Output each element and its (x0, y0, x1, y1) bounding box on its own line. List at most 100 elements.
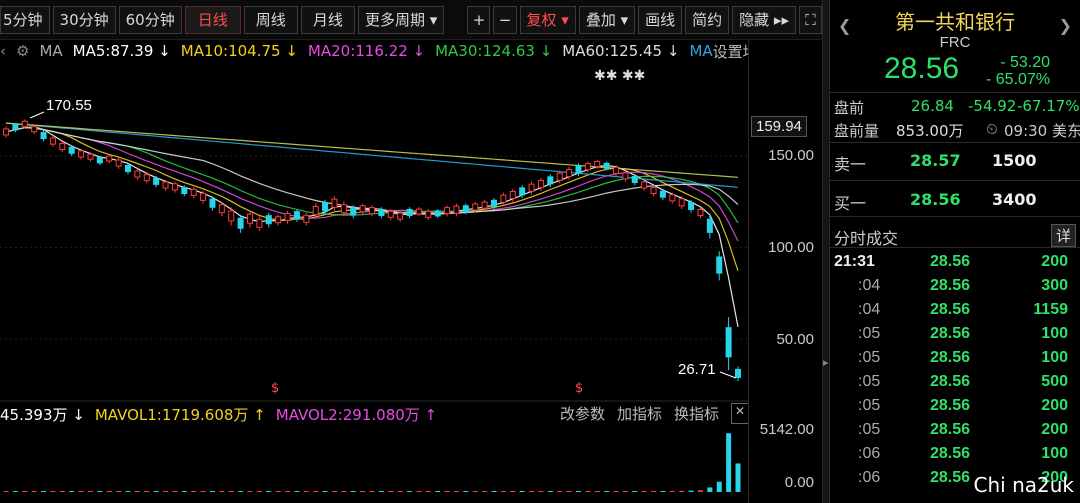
volume-bar (641, 491, 647, 492)
candle (265, 215, 272, 225)
bid1-row[interactable]: 买一 28.56 3400 (834, 190, 1037, 214)
volume-bar (547, 491, 553, 492)
clock-icon: ⏲ (986, 120, 998, 138)
period-weekly-button[interactable]: 周线 (243, 5, 298, 34)
simple-mode-button[interactable]: 简约 (685, 5, 730, 34)
volume-bar (256, 491, 262, 492)
candle (87, 153, 94, 160)
overlay-dropdown[interactable]: 叠加 ▾ (578, 5, 636, 34)
stock-code: FRC (939, 34, 971, 51)
zoom-in-button[interactable]: + (467, 5, 491, 34)
volume-bar (106, 491, 112, 492)
expand-icon[interactable]: ▸ (823, 357, 829, 369)
volume-bar (726, 433, 732, 492)
candle (331, 198, 338, 208)
add-indicator-button[interactable]: 加指标 (617, 405, 663, 423)
kline-chart[interactable]: 170.55 26.71 ✱✱ ✱✱ $ $ (0, 0, 748, 500)
tick-row: :04 28.56 1159 (830, 298, 1080, 322)
tick-price: 28.56 (930, 277, 971, 294)
candle (303, 214, 310, 223)
volume-bar (697, 490, 703, 492)
vol-axis-zero: 0.00 (784, 474, 814, 491)
next-stock-icon[interactable]: ❯ (1058, 18, 1072, 35)
volume-bar (12, 491, 18, 492)
candle (725, 327, 732, 358)
volume-bar (660, 491, 666, 492)
tick-price: 28.56 (930, 253, 971, 270)
period-30min-button[interactable]: 30分钟 (52, 5, 116, 34)
separator (830, 180, 1080, 181)
candle (415, 208, 422, 215)
candle (650, 186, 657, 195)
last-price: 28.56 (884, 52, 960, 85)
period-daily-button[interactable]: 日线 (184, 5, 241, 34)
fullscreen-icon[interactable]: ⛶ (798, 5, 822, 34)
close-icon[interactable]: ✕ (731, 403, 750, 424)
candle (397, 212, 404, 220)
volume-bar (435, 491, 441, 492)
ma-line-ma250 (5, 122, 739, 178)
volume-bar (153, 491, 159, 492)
tick-time: :05 (858, 421, 881, 438)
tick-volume: 200 (1041, 469, 1068, 486)
tick-row: :06 28.56 200 (830, 466, 1080, 490)
tick-volume: 100 (1041, 349, 1068, 366)
volume-bar (266, 491, 272, 492)
tick-row: :05 28.56 100 (830, 346, 1080, 370)
tick-price: 28.56 (930, 421, 971, 438)
ticks-detail-button[interactable]: 详 (1050, 224, 1076, 247)
candle (78, 150, 85, 158)
period-60min-button[interactable]: 60分钟 (118, 5, 182, 34)
candle (481, 201, 488, 209)
volume-bar (613, 491, 619, 492)
volume-bar (369, 491, 375, 492)
tick-time: :06 (858, 445, 881, 462)
gear-icon[interactable]: ⚙ (16, 42, 30, 60)
candle (444, 207, 451, 215)
volume-bar (444, 491, 450, 492)
volume-bar (144, 491, 150, 492)
candle (500, 194, 507, 203)
zoom-out-button[interactable]: − (493, 5, 517, 34)
volume-bar (87, 491, 93, 492)
candle (584, 163, 591, 171)
volume-bar (622, 491, 628, 492)
period-5min-button[interactable]: 5分钟 (0, 5, 50, 34)
candle (359, 205, 366, 213)
switch-indicator-button[interactable]: 换指标 (674, 405, 720, 423)
tick-price: 28.56 (930, 445, 971, 462)
panel-splitter[interactable]: ▸ (822, 0, 830, 503)
volume-bar (735, 463, 741, 492)
volume-bar (669, 490, 675, 492)
candle (491, 199, 497, 207)
tick-time: :05 (858, 397, 881, 414)
hide-button[interactable]: 隐藏 ▸▸ (732, 5, 796, 34)
candle (284, 212, 291, 222)
candle (706, 218, 713, 233)
volume-bar (679, 490, 685, 492)
volume-bar (116, 491, 122, 492)
candle (509, 191, 516, 200)
low-pointer (719, 371, 737, 379)
candle (462, 205, 469, 213)
ma-line-ma20 (5, 127, 739, 242)
tick-volume: 1159 (1033, 301, 1068, 318)
ask1-row[interactable]: 卖一 28.57 1500 (834, 151, 1037, 175)
tick-row: :04 28.56 300 (830, 274, 1080, 298)
period-monthly-button[interactable]: 月线 (300, 5, 355, 34)
candle (537, 180, 544, 189)
candle (575, 165, 582, 174)
ma-settings-dropdown[interactable]: 设置均线 ▾ (712, 42, 748, 61)
volume-bar (303, 491, 309, 492)
change-params-button[interactable]: 改参数 (560, 405, 606, 423)
candle (190, 188, 197, 196)
collapse-icon[interactable]: ‹ (0, 42, 6, 60)
volume-bar (209, 491, 215, 492)
candle (143, 174, 150, 182)
more-periods-dropdown[interactable]: 更多周期 ▾ (357, 5, 445, 34)
bid1-volume: 3400 (992, 190, 1037, 209)
tick-row: :05 28.56 500 (830, 370, 1080, 394)
draw-line-button[interactable]: 画线 (638, 5, 683, 34)
prev-stock-icon[interactable]: ❮ (838, 18, 852, 35)
adjust-dropdown[interactable]: 复权 ▾ (519, 5, 576, 34)
